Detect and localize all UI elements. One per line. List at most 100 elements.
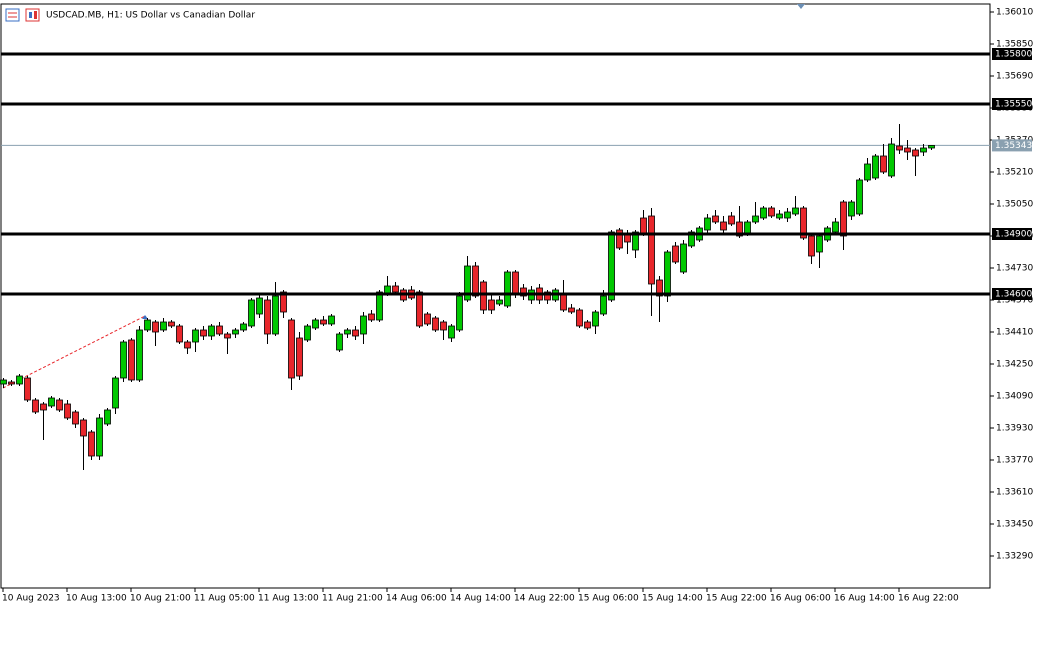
candle-body	[424, 313, 431, 325]
candle-body	[864, 163, 871, 181]
candle-body	[496, 299, 503, 305]
candle-body	[464, 265, 471, 301]
candle-body	[520, 287, 527, 297]
candle-body	[160, 321, 167, 331]
candle-body	[832, 221, 839, 233]
x-tick-label: 10 Aug 21:00	[130, 594, 191, 604]
y-tick-label: 1.34090	[996, 392, 1033, 402]
candle-body	[920, 147, 927, 153]
candle-body	[48, 397, 55, 407]
candle-body	[64, 403, 71, 419]
y-tick-label: 1.33610	[996, 488, 1033, 498]
candle-body	[592, 311, 599, 327]
candle-body	[112, 377, 119, 409]
candle-body	[248, 299, 255, 327]
candle-body	[888, 143, 895, 177]
candle-body	[856, 179, 863, 215]
candle-body	[136, 329, 143, 381]
candle-body	[312, 319, 319, 329]
candle-body	[144, 319, 151, 331]
candle-body	[712, 215, 719, 223]
candle-body	[544, 291, 551, 301]
shift-marker	[797, 4, 805, 9]
plot-frame	[0, 3, 991, 589]
candle-body	[224, 333, 231, 339]
y-tick-label: 1.34570	[996, 296, 1033, 306]
candle-body	[16, 375, 23, 385]
candle-body	[376, 291, 383, 321]
candle-body	[800, 207, 807, 239]
candle-body	[672, 245, 679, 263]
candle-body	[24, 377, 31, 401]
candle-body	[432, 317, 439, 331]
y-tick-label: 1.35050	[996, 200, 1033, 210]
y-tick-label: 1.34730	[996, 264, 1033, 274]
candle-body	[240, 323, 247, 331]
y-tick-label: 1.33770	[996, 456, 1033, 466]
candle-body	[8, 381, 15, 385]
candle-body	[480, 281, 487, 311]
chart-title: USDCAD.MB, H1: US Dollar vs Canadian Dol…	[46, 11, 255, 21]
candle-body	[440, 321, 447, 331]
candle-body	[744, 221, 751, 235]
candle-body	[680, 243, 687, 273]
candle-body	[208, 325, 215, 337]
candle-body	[488, 299, 495, 311]
candle-body	[200, 329, 207, 337]
candle-body	[656, 279, 663, 297]
candle-body	[392, 285, 399, 293]
candle-body	[32, 399, 39, 413]
trend-line	[2, 315, 146, 389]
x-tick-label: 16 Aug 06:00	[770, 594, 831, 604]
candle-body	[96, 417, 103, 457]
trend-arrow	[142, 315, 148, 319]
candle-body	[808, 235, 815, 257]
level-label: 1.34600	[995, 290, 1032, 300]
level-label: 1.35550	[995, 100, 1032, 110]
candle-body	[584, 321, 591, 329]
candle-body	[816, 235, 823, 253]
candle-body	[256, 297, 263, 315]
x-tick-label: 14 Aug 14:00	[450, 594, 511, 604]
candle-body	[768, 207, 775, 217]
bid-label-box	[992, 139, 1032, 152]
candle-body	[296, 337, 303, 377]
x-tick-label: 15 Aug 22:00	[706, 594, 767, 604]
icon	[25, 8, 40, 22]
bid-label: 1.35343	[995, 141, 1032, 151]
candle-body	[736, 221, 743, 237]
level-label-box	[992, 228, 1032, 240]
x-tick-label: 10 Aug 2023	[2, 594, 60, 604]
icon	[29, 12, 32, 18]
candle-body	[688, 231, 695, 247]
candle-body	[896, 145, 903, 151]
candle-body	[344, 329, 351, 335]
candle-body	[472, 265, 479, 297]
candle-body	[648, 215, 655, 285]
title-icons	[5, 8, 40, 22]
x-tick-label: 15 Aug 06:00	[578, 594, 639, 604]
y-tick-label: 1.35690	[996, 72, 1033, 82]
candle-body	[848, 201, 855, 217]
candle-body	[72, 411, 79, 425]
y-tick-label: 1.33930	[996, 424, 1033, 434]
candle-body	[880, 155, 887, 173]
candle-body	[288, 319, 295, 379]
candle-body	[104, 409, 111, 425]
candle-body	[232, 329, 239, 335]
candle-body	[80, 419, 87, 437]
x-tick-label: 16 Aug 14:00	[834, 594, 895, 604]
candle-body	[872, 155, 879, 179]
candle-body	[568, 307, 575, 313]
candle-body	[664, 251, 671, 297]
level-label: 1.34900	[995, 230, 1032, 240]
x-tick-label: 11 Aug 05:00	[194, 594, 255, 604]
candle-body	[152, 321, 159, 333]
level-label: 1.35800	[995, 50, 1032, 60]
x-tick-label: 14 Aug 22:00	[514, 594, 575, 604]
candle-body	[512, 271, 519, 295]
x-tick-label: 16 Aug 22:00	[898, 594, 959, 604]
icon	[34, 11, 37, 19]
level-label-box	[992, 288, 1032, 300]
